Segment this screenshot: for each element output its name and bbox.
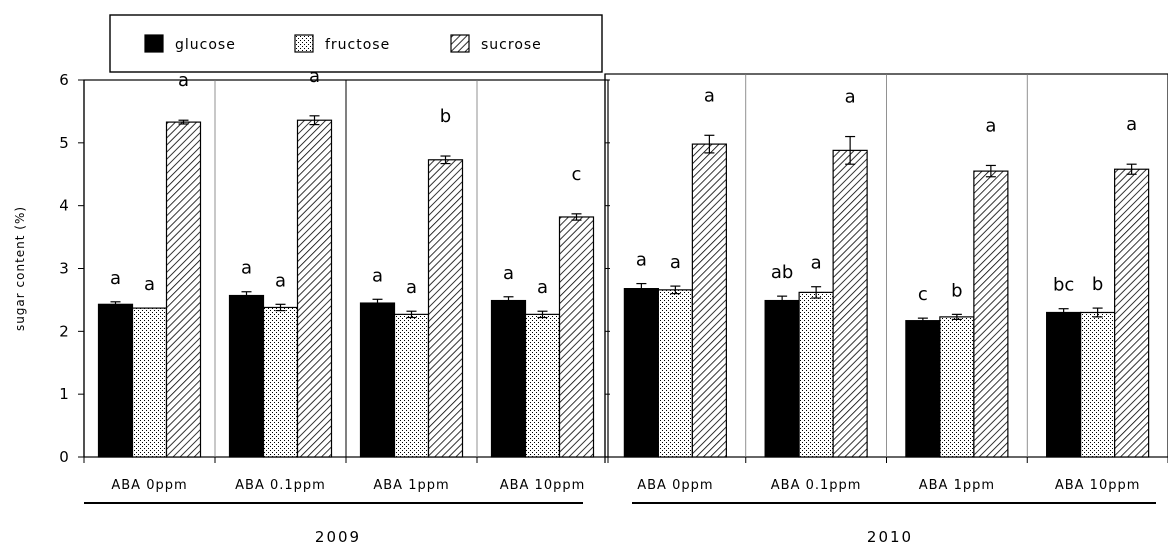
- bar-glucose: [764, 299, 800, 458]
- y-tick-label: 4: [59, 197, 69, 215]
- bar-fructose: [262, 306, 299, 458]
- category-label: ABA 10ppm: [500, 478, 586, 493]
- bar-fructose: [1080, 311, 1116, 458]
- significance-letter: a: [985, 115, 996, 136]
- legend-box: [109, 14, 603, 73]
- y-tick-label: 6: [59, 71, 69, 89]
- legend-swatch-fructose: [294, 34, 314, 53]
- significance-letter: a: [309, 66, 320, 87]
- y-tick-label: 0: [59, 448, 69, 466]
- bar-sucrose: [427, 159, 464, 458]
- significance-letter: c: [918, 284, 928, 305]
- category-label: ABA 0.1ppm: [235, 478, 326, 493]
- significance-letter: a: [178, 70, 189, 91]
- bar-fructose: [131, 307, 168, 458]
- significance-letter: a: [636, 250, 647, 271]
- bar-glucose: [228, 294, 265, 458]
- bar-fructose: [657, 289, 693, 458]
- significance-letter: a: [670, 252, 681, 273]
- y-tick-label: 2: [59, 322, 69, 340]
- bar-sucrose: [558, 216, 595, 458]
- bar-glucose: [490, 299, 527, 458]
- bar-fructose: [524, 313, 561, 458]
- significance-letter: a: [537, 277, 548, 298]
- legend-swatch-glucose: [144, 34, 164, 53]
- significance-letter: a: [503, 263, 514, 284]
- significance-letter: b: [951, 280, 962, 301]
- significance-letter: a: [110, 268, 121, 289]
- y-axis-label: sugar content (%): [13, 206, 27, 331]
- bar-sucrose: [832, 149, 868, 458]
- year-label: 2009: [315, 528, 361, 546]
- bar-glucose: [359, 302, 396, 458]
- significance-letter: a: [811, 253, 822, 274]
- category-label: ABA 0ppm: [637, 478, 713, 493]
- bar-fructose: [798, 291, 834, 458]
- bar-sucrose: [691, 143, 727, 458]
- legend-label-glucose: glucose: [175, 37, 236, 53]
- legend-swatch-sucrose: [450, 34, 470, 53]
- significance-letter: a: [845, 87, 856, 108]
- significance-letter: a: [144, 274, 155, 295]
- category-label: ABA 1ppm: [919, 478, 995, 493]
- bar-glucose: [1046, 311, 1082, 458]
- category-label: ABA 0.1ppm: [771, 478, 862, 493]
- bar-sucrose: [165, 121, 202, 458]
- significance-letter: bc: [1053, 275, 1074, 296]
- significance-letter: a: [275, 270, 286, 291]
- year-label: 2010: [867, 528, 913, 546]
- significance-letter: b: [1092, 274, 1103, 295]
- y-tick-label: 5: [59, 134, 69, 152]
- category-label: ABA 10ppm: [1055, 478, 1141, 493]
- legend-label-fructose: fructose: [325, 37, 390, 53]
- significance-letter: a: [372, 265, 383, 286]
- significance-letter: a: [406, 277, 417, 298]
- bar-glucose: [97, 303, 134, 458]
- significance-letter: b: [440, 106, 451, 127]
- significance-letter: a: [241, 258, 252, 279]
- y-tick-label: 1: [59, 385, 69, 403]
- bar-glucose: [623, 288, 659, 458]
- significance-letter: ab: [771, 262, 793, 283]
- bar-sucrose: [1114, 168, 1150, 458]
- category-label: ABA 0ppm: [111, 478, 187, 493]
- significance-letter: c: [572, 164, 582, 185]
- bar-fructose: [939, 316, 975, 458]
- significance-letter: a: [1126, 114, 1137, 135]
- bar-glucose: [905, 320, 941, 458]
- category-label: ABA 1ppm: [373, 478, 449, 493]
- significance-letter: a: [704, 85, 715, 106]
- y-tick-label: 3: [59, 260, 69, 278]
- legend-label-sucrose: sucrose: [481, 37, 542, 53]
- bar-sucrose: [296, 119, 333, 458]
- bar-sucrose: [973, 170, 1009, 458]
- bar-fructose: [393, 313, 430, 458]
